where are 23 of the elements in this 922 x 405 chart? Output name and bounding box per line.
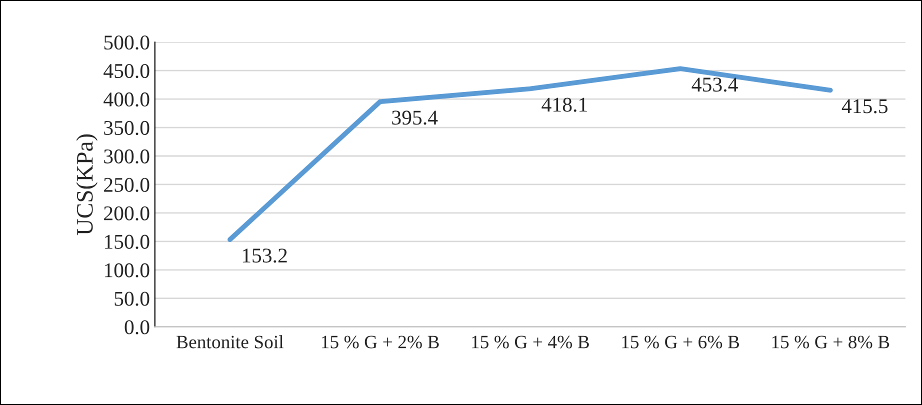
y-tick-label: 400.0 <box>104 92 150 107</box>
y-axis-title: UCS(KPa) <box>76 134 98 236</box>
line-series <box>228 66 833 242</box>
y-tick-label: 50.0 <box>114 292 150 306</box>
data-label: 395.4 <box>392 110 438 125</box>
x-tick-label: 15 % G + 6% B <box>622 336 740 348</box>
data-label: 418.1 <box>542 98 587 112</box>
y-tick-label: 200.0 <box>104 206 150 220</box>
y-tick-label: 500.0 <box>104 35 150 50</box>
y-tick-label: 300.0 <box>104 149 150 164</box>
x-tick-label: 15 % G + 2% B <box>322 336 439 348</box>
y-tick-label: 0.0 <box>124 320 150 334</box>
y-tick-label: 450.0 <box>104 64 150 78</box>
x-tick-label: Bentonite Soil <box>176 335 284 348</box>
y-tick-label: 350.0 <box>104 120 150 136</box>
y-tick-label: 250.0 <box>104 178 150 192</box>
x-tick-label: 15 % G + 8% B <box>772 336 890 348</box>
data-label: 153.2 <box>242 248 287 263</box>
y-tick-label: 150.0 <box>104 234 150 249</box>
x-tick-label: 15 % G + 4% B <box>472 336 589 348</box>
data-label: 415.5 <box>842 99 888 114</box>
data-label: 453.4 <box>692 78 738 92</box>
y-tick-label: 100.0 <box>104 263 150 278</box>
